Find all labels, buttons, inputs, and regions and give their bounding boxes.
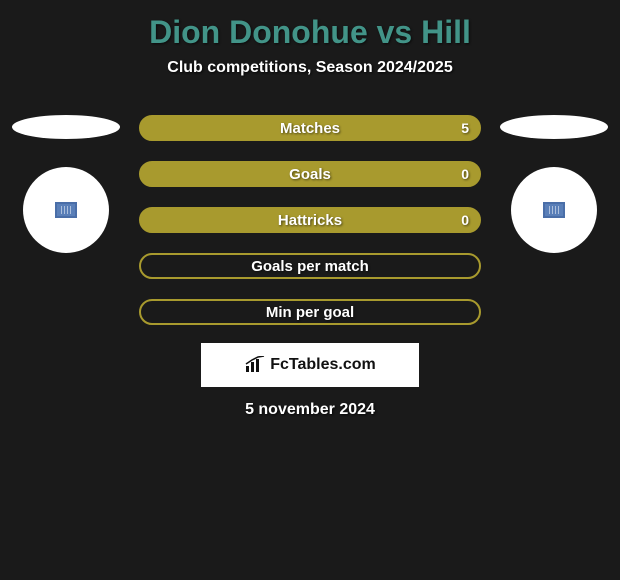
left-player-avatar	[23, 167, 109, 253]
brand-badge[interactable]: FcTables.com	[201, 343, 419, 387]
page-subtitle: Club competitions, Season 2024/2025	[0, 59, 620, 77]
chart-icon	[244, 356, 266, 374]
right-player-column	[499, 115, 609, 253]
stat-value-left: 0	[461, 166, 469, 182]
stats-list: Matches 5 Goals 0 Hattricks 0 Goals per …	[139, 115, 481, 325]
footer-date: 5 november 2024	[0, 401, 620, 419]
right-player-avatar	[511, 167, 597, 253]
stat-label: Min per goal	[266, 304, 354, 321]
stat-row-goals-per-match: Goals per match	[139, 253, 481, 279]
right-team-banner	[500, 115, 608, 139]
placeholder-icon	[543, 202, 565, 218]
placeholder-icon	[55, 202, 77, 218]
page-title: Dion Donohue vs Hill	[0, 14, 620, 51]
stat-label: Goals per match	[251, 258, 369, 275]
left-player-column	[11, 115, 121, 253]
left-team-banner	[12, 115, 120, 139]
stat-row-matches: Matches 5	[139, 115, 481, 141]
stat-label: Goals	[289, 166, 331, 183]
stat-label: Matches	[280, 120, 340, 137]
stat-row-hattricks: Hattricks 0	[139, 207, 481, 233]
stat-row-goals: Goals 0	[139, 161, 481, 187]
main-row: Matches 5 Goals 0 Hattricks 0 Goals per …	[0, 115, 620, 325]
stat-value-left: 0	[461, 212, 469, 228]
stat-label: Hattricks	[278, 212, 342, 229]
comparison-widget: Dion Donohue vs Hill Club competitions, …	[0, 0, 620, 419]
stat-row-min-per-goal: Min per goal	[139, 299, 481, 325]
brand-text: FcTables.com	[270, 354, 376, 376]
stat-value-left: 5	[461, 120, 469, 136]
